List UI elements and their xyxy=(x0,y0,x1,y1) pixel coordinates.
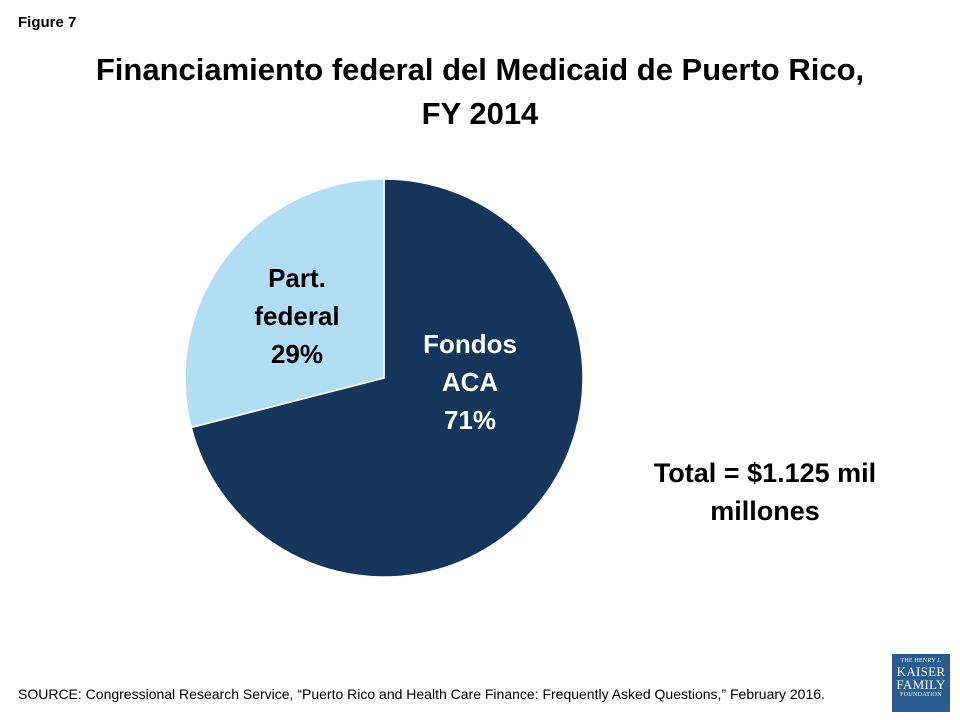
logo-line-1: THE HENRY J. xyxy=(900,658,942,664)
pie-label-line: Fondos xyxy=(423,329,517,359)
kff-logo: THE HENRY J. KAISER FAMILY FOUNDATION xyxy=(892,654,950,712)
pie-slice-part-federal xyxy=(184,178,385,429)
source-note: SOURCE: Congressional Research Service, … xyxy=(18,686,825,702)
logo-line-3: FAMILY xyxy=(896,677,946,692)
chart-title-line-1: Financiamiento federal del Medicaid de P… xyxy=(95,52,865,87)
figure-label: Figure 7 xyxy=(18,14,77,31)
total-note-line-2: millones xyxy=(710,496,820,526)
chart-title: Financiamiento federal del Medicaid de P… xyxy=(0,48,960,136)
pie-slice-fondos-aca xyxy=(190,178,584,578)
pie-label-line: federal xyxy=(254,301,339,331)
pie-label-line: 29% xyxy=(271,339,323,369)
pie-label-fondos-aca: Fondos ACA 71% xyxy=(423,329,517,435)
total-note-line-1: Total = $1.125 mil xyxy=(653,458,877,488)
chart-title-line-2: FY 2014 xyxy=(421,96,539,131)
pie-label-line: Part. xyxy=(268,263,326,293)
logo-line-2: KAISER xyxy=(896,664,946,679)
pie-label-part-federal: Part. federal 29% xyxy=(254,263,339,369)
logo-line-4: FOUNDATION xyxy=(900,692,942,698)
total-note: Total = $1.125 mil millones xyxy=(610,454,920,530)
pie-label-line: ACA xyxy=(442,367,499,397)
pie-label-line: 71% xyxy=(444,405,496,435)
